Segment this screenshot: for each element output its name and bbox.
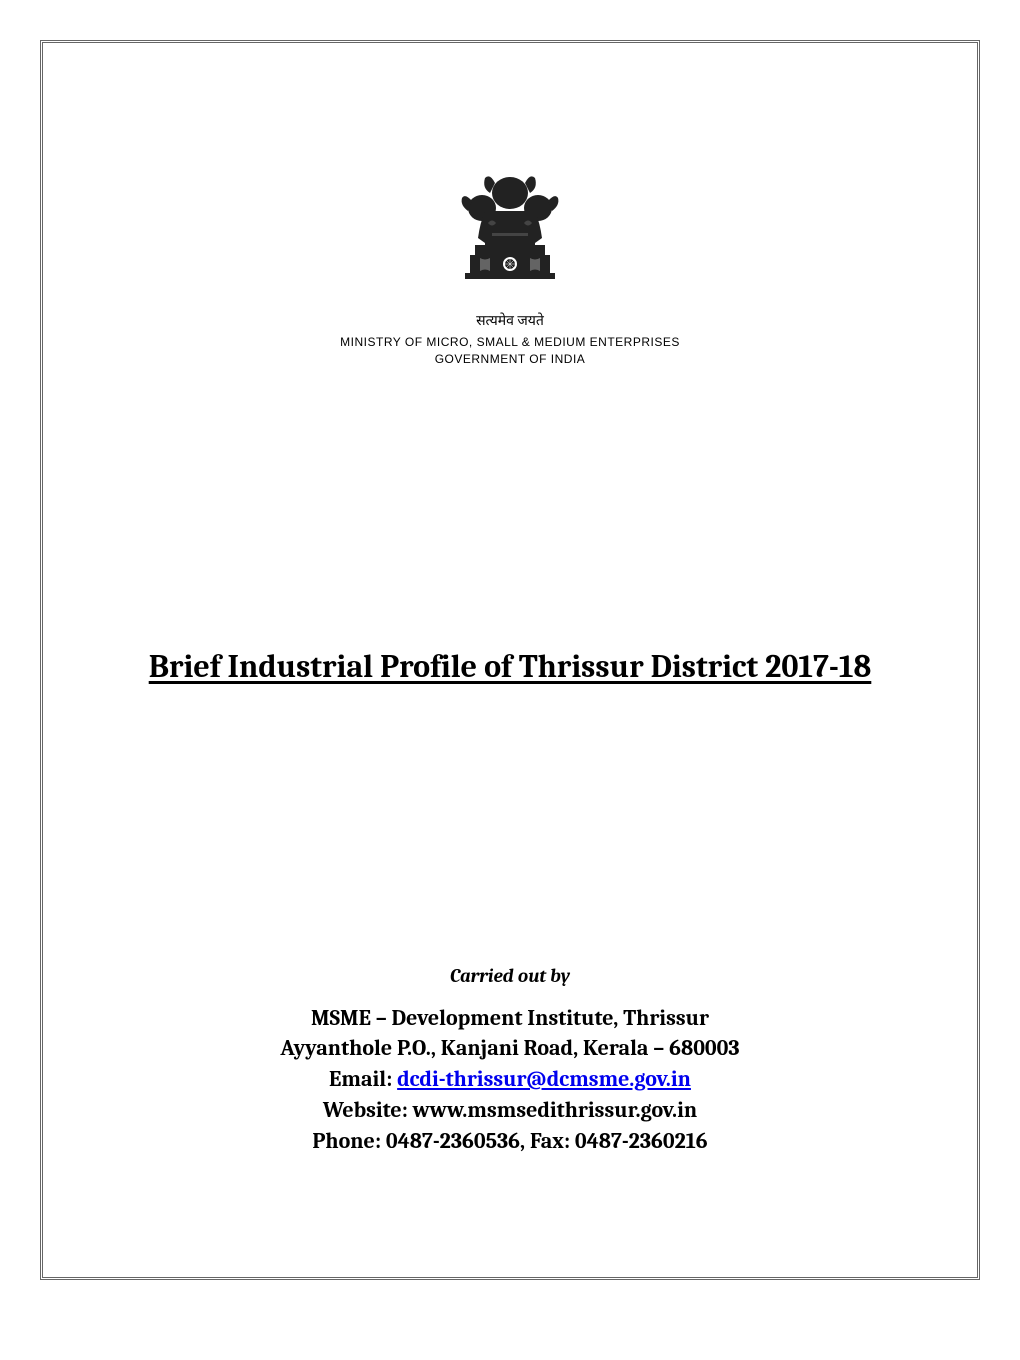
institute-phone: Phone: 0487-2360536, Fax: 0487-2360216 xyxy=(280,1126,739,1157)
institute-info: MSME – Development Institute, Thrissur A… xyxy=(280,1003,739,1157)
national-emblem-icon xyxy=(450,163,570,303)
government-name: GOVERNMENT OF INDIA xyxy=(340,351,680,368)
institute-name: MSME – Development Institute, Thrissur xyxy=(280,1003,739,1034)
title-section: Brief Industrial Profile of Thrissur Dis… xyxy=(93,648,927,685)
institute-email-line: Email: dcdi-thrissur@dcmsme.gov.in xyxy=(280,1064,739,1095)
emblem-section: सत्यमेव जयते MINISTRY OF MICRO, SMALL & … xyxy=(340,163,680,368)
ministry-name: MINISTRY OF MICRO, SMALL & MEDIUM ENTERP… xyxy=(340,334,680,351)
website-label: Website: xyxy=(323,1097,413,1123)
emblem-motto: सत्यमेव जयते xyxy=(340,311,680,330)
carried-out-label: Carried out by xyxy=(280,965,739,987)
email-link[interactable]: dcdi-thrissur@dcmsme.gov.in xyxy=(397,1066,691,1092)
document-content: सत्यमेव जयते MINISTRY OF MICRO, SMALL & … xyxy=(43,43,977,1277)
institute-address: Ayyanthole P.O., Kanjani Road, Kerala – … xyxy=(280,1033,739,1064)
institute-website-line: Website: www.msmsedithrissur.gov.in xyxy=(280,1095,739,1126)
website-url: www.msmsedithrissur.gov.in xyxy=(413,1097,697,1123)
institute-section: Carried out by MSME – Development Instit… xyxy=(280,965,739,1157)
document-title: Brief Industrial Profile of Thrissur Dis… xyxy=(93,648,927,685)
document-frame: सत्यमेव जयते MINISTRY OF MICRO, SMALL & … xyxy=(40,40,980,1280)
email-label: Email: xyxy=(329,1066,397,1092)
